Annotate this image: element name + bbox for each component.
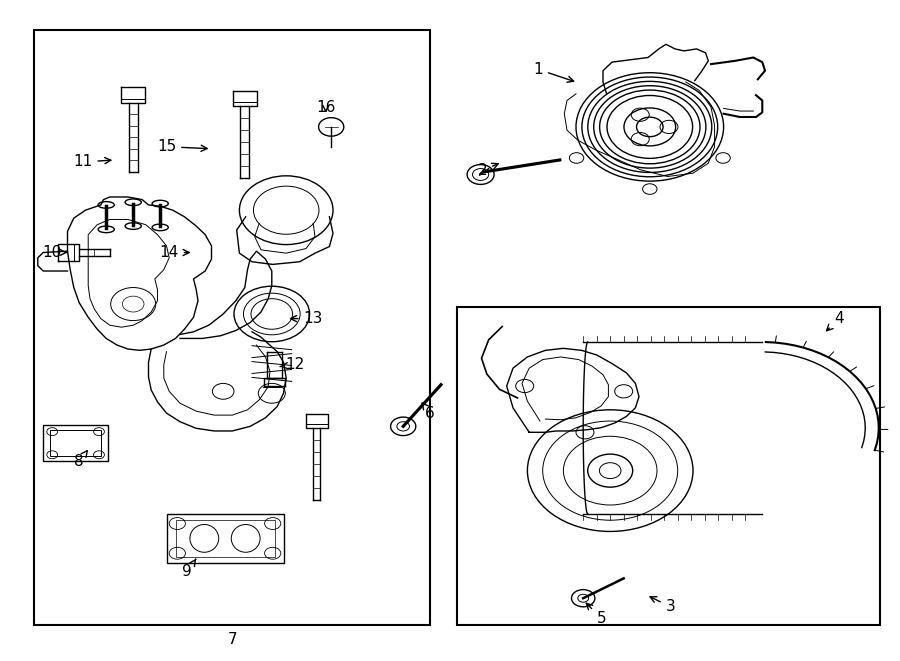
- Text: 7: 7: [228, 633, 237, 647]
- Bar: [43, 425, 108, 461]
- Text: 6: 6: [422, 403, 435, 420]
- Text: 11: 11: [73, 155, 111, 169]
- Text: 8: 8: [75, 451, 87, 469]
- Text: 16: 16: [316, 100, 336, 114]
- Text: 2: 2: [478, 163, 499, 178]
- Text: 3: 3: [650, 597, 675, 614]
- Text: 9: 9: [183, 559, 196, 579]
- Bar: [166, 514, 284, 563]
- Text: 12: 12: [280, 358, 305, 372]
- Text: 1: 1: [534, 62, 573, 82]
- Text: 10: 10: [42, 245, 68, 260]
- Bar: [176, 520, 274, 557]
- Text: 4: 4: [826, 311, 843, 330]
- Text: 5: 5: [586, 603, 606, 625]
- Text: 13: 13: [291, 311, 323, 326]
- Bar: [34, 30, 430, 625]
- Text: 14: 14: [159, 245, 189, 260]
- Bar: [457, 307, 880, 625]
- Bar: [50, 430, 101, 456]
- Text: 15: 15: [157, 139, 207, 154]
